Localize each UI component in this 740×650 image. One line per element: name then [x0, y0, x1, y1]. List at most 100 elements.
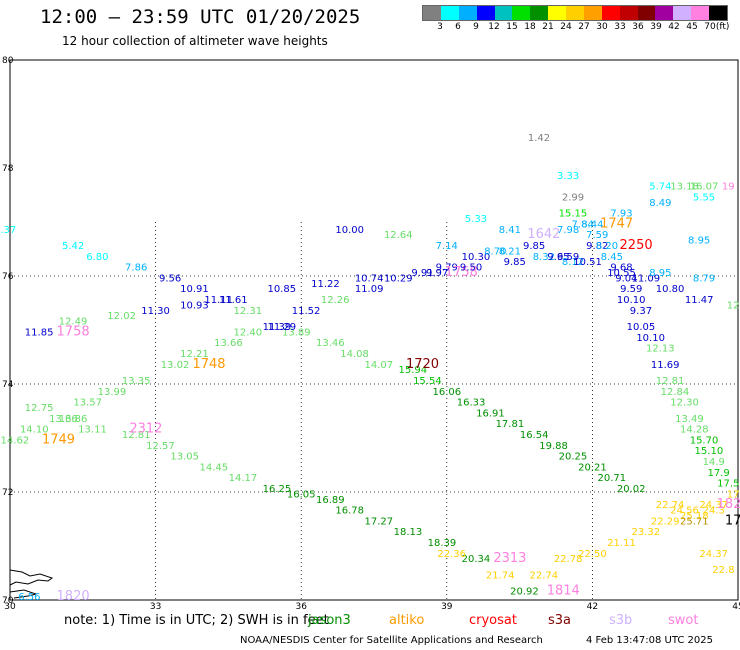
wave-height-value: 15.70: [690, 435, 719, 446]
wave-height-value: 10.29: [384, 273, 413, 284]
wave-height-value: 11.11: [204, 295, 233, 306]
wave-height-value: 13.49: [675, 414, 704, 425]
coastline: [9, 569, 54, 599]
wave-height-value: 14.17: [229, 473, 258, 484]
legend-swatch: [530, 6, 549, 20]
wave-height-value: 14.10: [20, 425, 49, 436]
wave-height-value: 8.45: [601, 252, 623, 263]
wave-height-value: 15.10: [695, 446, 724, 457]
wave-height-value: 10.05: [627, 322, 656, 333]
wave-height-value: 12.40: [233, 327, 262, 338]
pass-time-label: 1720: [406, 357, 439, 372]
legend-label: 42: [668, 22, 680, 32]
pass-time-label: 1747: [600, 216, 633, 231]
credit-text: NOAA/NESDIS Center for Satellite Applica…: [240, 635, 543, 646]
legend-swatch: [494, 6, 513, 20]
wave-height-value: 14.08: [340, 349, 369, 360]
wave-height-value: 6.56: [18, 592, 40, 603]
wave-height-value: 9.59: [620, 284, 642, 295]
wave-height-value: 16.33: [457, 398, 486, 409]
wave-height-value: 17.9: [707, 468, 729, 479]
pass-time-label: 1749: [42, 432, 75, 447]
wave-height-value: 7.86: [125, 263, 147, 274]
wave-height-value: 7.59: [586, 230, 608, 241]
wave-height-value: 20.21: [578, 462, 607, 473]
wave-height-value: 8.44: [581, 219, 603, 230]
pass-time-label: 1748: [192, 357, 225, 372]
lon-tick-label: 39: [441, 602, 453, 612]
wave-height-value: 11.29: [267, 322, 296, 333]
lat-tick-label: 70: [2, 596, 14, 606]
wave-height-value: 11.85: [25, 327, 54, 338]
wave-height-value: 8.95: [688, 236, 710, 247]
legend-label: 9: [473, 22, 479, 32]
legend-label: 39: [650, 22, 662, 32]
wave-height-value: 16.07: [690, 182, 719, 193]
legend-swatch: [476, 6, 495, 20]
legend-swatch: [637, 6, 656, 20]
map-frame: [9, 59, 739, 601]
legend-swatch: [440, 6, 459, 20]
wave-height-value: 17.5: [717, 479, 739, 490]
wave-height-value: 17.27: [365, 516, 394, 527]
wave-height-value: 12: [727, 300, 740, 311]
wave-height-value: 13.86: [59, 414, 88, 425]
satellite-label-s3a: s3a: [548, 613, 572, 628]
wave-height-value: 9.85: [504, 257, 526, 268]
wave-height-value: 11.30: [141, 306, 170, 317]
wave-height-value: 13.46: [316, 338, 345, 349]
pass-time-label: 1820: [57, 589, 90, 604]
lon-tick-label: 33: [150, 602, 161, 612]
generated-timestamp: 4 Feb 13:47:08 UTC 2025: [586, 635, 713, 646]
lat-tick-label: 74: [2, 380, 14, 390]
lon-tick-label: 45: [732, 602, 740, 612]
wave-height-map: 303336394245807876747270 1.423.335.7413.…: [0, 56, 740, 612]
wave-height-value: 21.74: [486, 570, 515, 581]
wave-height-value: 24.37: [699, 549, 728, 560]
wave-height-value: 14.62: [1, 435, 30, 446]
pass-time-label: 2250: [620, 238, 653, 253]
legend-label: 27: [578, 22, 590, 32]
wave-height-value: 7.14: [436, 241, 458, 252]
wave-height-value: 9.56: [159, 273, 181, 284]
wave-height-value: 17.81: [496, 419, 525, 430]
satellite-label-altiko: altiko: [389, 613, 425, 628]
wave-height-value: 17: [727, 489, 740, 500]
legend-swatch: [583, 6, 602, 20]
wave-height-value: 13.66: [49, 414, 78, 425]
wave-height-value: 13.35: [122, 376, 151, 387]
wave-height-value: 16.05: [287, 489, 316, 500]
legend-label: 36: [632, 22, 644, 32]
pass-time-label: 1758: [445, 265, 478, 280]
wave-height-value: 22.36: [437, 549, 466, 560]
wave-height-value: 9.04: [615, 273, 637, 284]
legend-swatch: [458, 6, 477, 20]
lat-tick-label: 72: [2, 488, 13, 498]
wave-height-value: 16.91: [476, 408, 505, 419]
legend-label: 70: [704, 22, 716, 32]
wave-height-value: 16.06: [432, 387, 461, 398]
graticule: [10, 222, 738, 600]
pass-time-label: 2313: [493, 551, 526, 566]
legend-swatch: [655, 6, 674, 20]
wave-height-value: 8.95: [649, 268, 671, 279]
coastline-path: [9, 569, 54, 586]
wave-height-value: 11.39: [263, 322, 292, 333]
legend-label: 12: [488, 22, 500, 32]
legend-label: 15: [506, 22, 518, 32]
wave-height-value: 7.98: [557, 225, 579, 236]
wave-height-value: 1.42: [528, 133, 550, 144]
wave-height-value: 10.80: [656, 284, 685, 295]
color-scale-legend: [422, 5, 728, 21]
wave-height-value: 13.57: [73, 398, 102, 409]
wave-height-value: 3.33: [557, 171, 579, 182]
wave-height-value: 14.45: [200, 462, 229, 473]
wave-height-value: 13.11: [78, 425, 107, 436]
wave-height-value: 15.15: [559, 209, 588, 220]
wave-height-value: 12.31: [233, 306, 262, 317]
wave-height-value: 12.84: [661, 387, 690, 398]
wave-height-value: 19.88: [539, 441, 568, 452]
legend-unit: (ft): [715, 22, 730, 32]
color-scale-labels: 3 6 9 12 15 18 21 24 27 30 33 36 39 42 45 70 (ft): [422, 22, 730, 34]
